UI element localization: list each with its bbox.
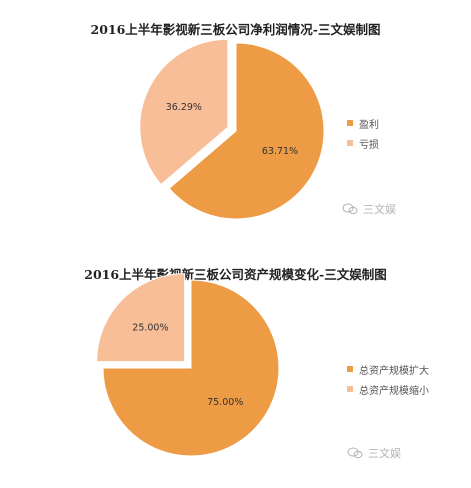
slice-label-expand: 75.00% (207, 397, 243, 408)
legend-swatch (347, 120, 353, 126)
watermark: 三文娱 (342, 201, 396, 217)
legend-label: 总资产规模缩小 (359, 385, 429, 397)
legend-item-loss: 亏损 (347, 133, 379, 153)
pie-slice-loss (139, 38, 229, 186)
pie-chart-profit: 63.71% 36.29% (139, 38, 325, 220)
legend-item-profit: 盈利 (347, 113, 379, 133)
profit-chart-panel: 2016上半年影视新三板公司净利润情况-三文娱制图 63.71% 36.29% 盈… (0, 0, 471, 240)
pie-chart-assets: 75.00% 25.00% (96, 273, 280, 457)
chart-title: 2016上半年影视新三板公司净利润情况-三文娱制图 (90, 22, 381, 37)
legend-swatch (347, 140, 353, 146)
slice-label-profit: 63.71% (262, 146, 298, 157)
watermark-text: 三文娱 (363, 203, 396, 216)
legend-label: 亏损 (359, 139, 379, 151)
legend: 总资产规模扩大 总资产规模缩小 (347, 359, 429, 399)
wechat-icon (342, 203, 358, 215)
legend-label: 总资产规模扩大 (359, 365, 429, 377)
legend-item-expand: 总资产规模扩大 (347, 359, 429, 379)
pie-slice-expand (102, 279, 280, 457)
legend-swatch (347, 366, 353, 372)
asset-chart-panel: 2016上半年影视新三板公司资产规模变化-三文娱制图 75.00% 25.00% … (0, 255, 471, 488)
slice-label-loss: 36.29% (166, 102, 202, 113)
legend-item-shrink: 总资产规模缩小 (347, 379, 429, 399)
legend-label: 盈利 (359, 119, 379, 131)
pie-slice-shrink (96, 273, 186, 363)
watermark: 三文娱 (347, 445, 401, 461)
watermark-text: 三文娱 (368, 447, 401, 460)
slice-label-shrink: 25.00% (132, 322, 168, 333)
wechat-icon (347, 447, 363, 459)
legend-swatch (347, 386, 353, 392)
pie-slice-profit (168, 42, 325, 220)
legend: 盈利 亏损 (347, 113, 379, 153)
